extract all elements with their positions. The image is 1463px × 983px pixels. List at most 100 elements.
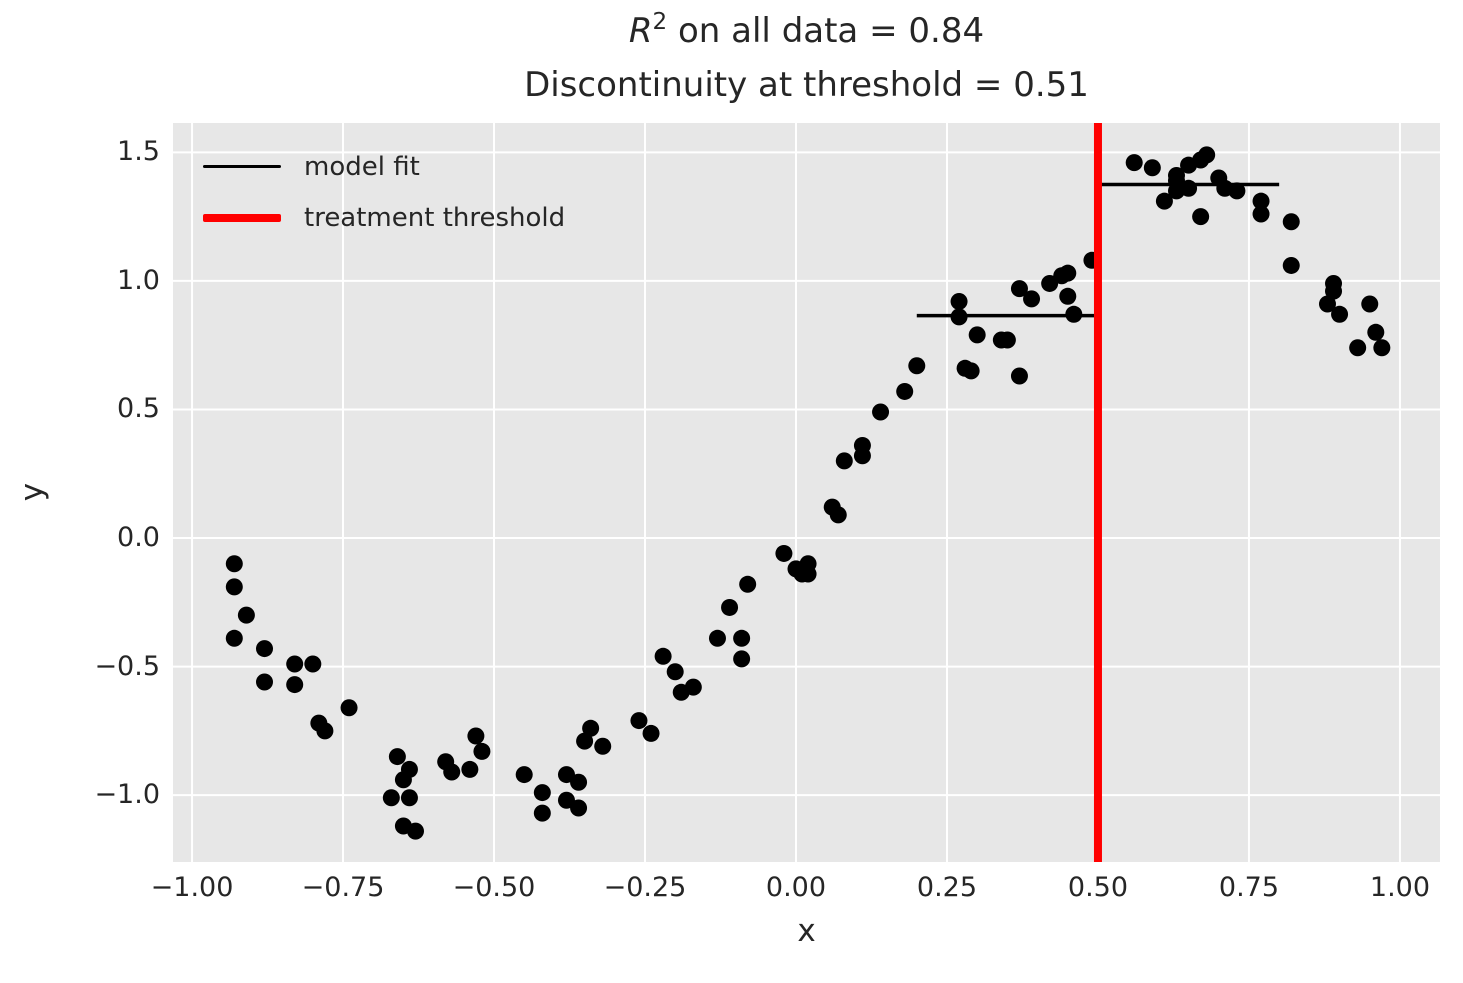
scatter-point (256, 673, 274, 691)
legend-line-swatch (203, 164, 281, 169)
x-tick-label: 0.50 (1067, 872, 1129, 903)
x-tick-label: 0.75 (1218, 872, 1280, 903)
legend-label: model fit (304, 151, 420, 182)
scatter-point (225, 629, 243, 647)
x-tick-label: 0.25 (916, 872, 978, 903)
scatter-point (721, 598, 739, 616)
scatter-point (708, 629, 726, 647)
x-tick-label: −0.75 (301, 872, 385, 903)
scatter-point (225, 555, 243, 573)
scatter-point (950, 292, 968, 310)
scatter-point (1167, 166, 1185, 184)
legend-line-swatch (203, 213, 281, 222)
scatter-point (733, 629, 751, 647)
scatter-point (684, 678, 702, 696)
scatter-point (594, 737, 612, 755)
title-r-symbol: R (628, 11, 653, 51)
scatter-point (304, 655, 322, 673)
legend-item: treatment threshold (203, 192, 565, 243)
scatter-point (576, 732, 594, 750)
legend-label: treatment threshold (304, 202, 566, 233)
scatter-point (340, 699, 358, 717)
scatter-point (733, 650, 751, 668)
scatter-point (473, 742, 491, 760)
y-tick-label: −0.5 (94, 650, 160, 682)
scatter-point (1143, 159, 1161, 177)
x-tick-label: 1.00 (1369, 872, 1431, 903)
scatter-point (1325, 274, 1343, 292)
legend-item: model fit (203, 141, 565, 192)
scatter-point (1198, 146, 1216, 164)
scatter-point (316, 722, 334, 740)
scatter-point (1252, 205, 1270, 223)
scatter-point (225, 578, 243, 596)
y-tick-label: 0.0 (117, 522, 160, 553)
scatter-point (286, 655, 304, 673)
scatter-point (286, 676, 304, 694)
scatter-point (461, 760, 479, 778)
scatter-point (256, 640, 274, 658)
y-axis-label: y (14, 482, 50, 502)
scatter-point (382, 789, 400, 807)
scatter-point (1180, 179, 1198, 197)
scatter-point (1010, 280, 1028, 298)
scatter-point (1331, 305, 1349, 323)
scatter-point (237, 606, 255, 624)
plot-canvas (173, 123, 1440, 862)
chart-title: R2 on all data = 0.84 Discontinuity at t… (173, 6, 1440, 110)
scatter-point (388, 748, 406, 766)
y-tick-label: −1.0 (94, 779, 160, 811)
scatter-point (1192, 208, 1210, 226)
scatter-point (799, 565, 817, 583)
scatter-point (908, 357, 926, 375)
scatter-point (872, 403, 890, 421)
scatter-point (775, 544, 793, 562)
scatter-point (400, 760, 418, 778)
scatter-point (1318, 295, 1336, 313)
scatter-point (1059, 264, 1077, 282)
scatter-point (400, 789, 418, 807)
legend: model fit treatment threshold (203, 141, 565, 243)
scatter-point (1155, 192, 1173, 210)
scatter-point (557, 791, 575, 809)
scatter-point (654, 647, 672, 665)
scatter-point (406, 822, 424, 840)
scatter-point (1041, 274, 1059, 292)
x-axis-label: x (797, 913, 816, 949)
scatter-point (467, 727, 485, 745)
scatter-point (998, 331, 1016, 349)
scatter-point (968, 326, 986, 344)
scatter-point (1023, 290, 1041, 308)
y-tick-label: 1.0 (117, 264, 160, 296)
scatter-point (1010, 367, 1028, 385)
scatter-point (829, 506, 847, 524)
plot-area: model fit treatment threshold (173, 123, 1440, 862)
scatter-point (570, 773, 588, 791)
scatter-point (1367, 323, 1385, 341)
scatter-point (1282, 213, 1300, 231)
scatter-point (570, 799, 588, 817)
scatter-point (835, 452, 853, 470)
scatter-point (515, 766, 533, 784)
scatter-point (642, 724, 660, 742)
scatter-point (1282, 256, 1300, 274)
scatter-point (630, 712, 648, 730)
scatter-point (739, 575, 757, 593)
x-tick-label: −1.00 (150, 872, 234, 903)
y-tick-label: 1.5 (117, 136, 160, 168)
scatter-point (1125, 154, 1143, 172)
y-tick-label: 0.5 (117, 393, 160, 425)
x-tick-label: −0.25 (603, 872, 687, 903)
scatter-point (962, 362, 980, 380)
scatter-point (582, 719, 600, 737)
scatter-point (533, 784, 551, 802)
scatter-point (1349, 339, 1367, 357)
scatter-point (1228, 182, 1246, 200)
title-line1-text: on all data = 0.84 (667, 11, 985, 51)
scatter-point (1252, 192, 1270, 210)
scatter-point (443, 763, 461, 781)
title-exponent: 2 (652, 9, 668, 35)
scatter-point (1059, 287, 1077, 305)
scatter-point (853, 436, 871, 454)
